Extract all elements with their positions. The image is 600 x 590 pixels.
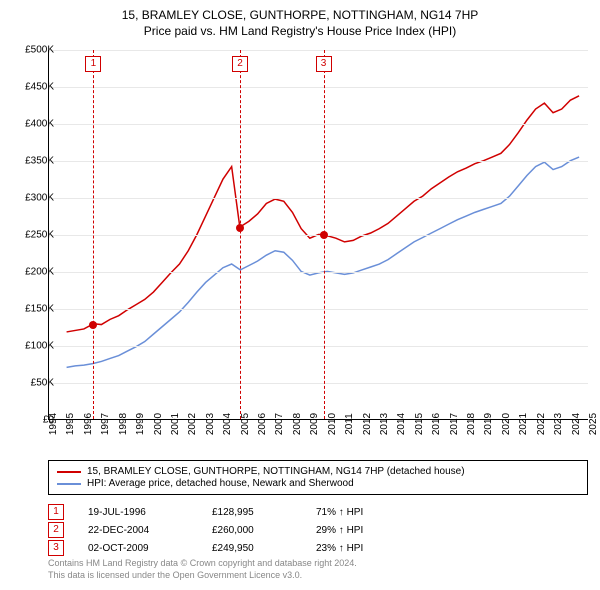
marker-dot: [320, 231, 328, 239]
footer-line1: Contains HM Land Registry data © Crown c…: [48, 558, 588, 570]
x-tick-label: 2000: [153, 413, 164, 435]
x-tick-label: 1996: [83, 413, 94, 435]
legend-item-hpi: HPI: Average price, detached house, Newa…: [57, 478, 579, 489]
marker-vline: [93, 50, 94, 419]
x-tick-label: 2016: [431, 413, 442, 435]
x-tick-label: 2008: [292, 413, 303, 435]
x-tick-label: 2001: [170, 413, 181, 435]
y-tick-label: £150K: [25, 304, 54, 315]
event-row: 3 02-OCT-2009 £249,950 23% ↑ HPI: [48, 540, 588, 556]
x-tick-label: 2018: [466, 413, 477, 435]
x-tick-label: 1997: [100, 413, 111, 435]
legend-swatch-property: [57, 471, 81, 473]
x-tick-label: 2020: [501, 413, 512, 435]
marker-dot: [236, 224, 244, 232]
y-tick-label: £500K: [25, 45, 54, 56]
chart-plot-area: 1 2 3: [48, 50, 588, 420]
event-pct: 23% ↑ HPI: [316, 543, 416, 554]
gridline: [49, 272, 588, 273]
x-tick-label: 2002: [187, 413, 198, 435]
y-tick-label: £400K: [25, 119, 54, 130]
x-tick-label: 2022: [536, 413, 547, 435]
x-tick-label: 2009: [309, 413, 320, 435]
x-tick-label: 2024: [571, 413, 582, 435]
x-tick-label: 2003: [205, 413, 216, 435]
event-number-box: 1: [48, 504, 64, 520]
footer-line2: This data is licensed under the Open Gov…: [48, 570, 588, 582]
y-tick-label: £100K: [25, 341, 54, 352]
event-row: 2 22-DEC-2004 £260,000 29% ↑ HPI: [48, 522, 588, 538]
event-date: 19-JUL-1996: [88, 507, 188, 518]
event-pct: 71% ↑ HPI: [316, 507, 416, 518]
y-tick-label: £200K: [25, 267, 54, 278]
x-tick-label: 2011: [344, 413, 355, 435]
legend-swatch-hpi: [57, 483, 81, 485]
x-tick-label: 2021: [518, 413, 529, 435]
footer-attribution: Contains HM Land Registry data © Crown c…: [48, 558, 588, 581]
x-tick-label: 2014: [396, 413, 407, 435]
marker-dot: [89, 321, 97, 329]
marker-number-box: 2: [232, 56, 248, 72]
x-tick-label: 2010: [327, 413, 338, 435]
x-tick-label: 2007: [274, 413, 285, 435]
x-tick-label: 2004: [222, 413, 233, 435]
x-tick-label: 1998: [118, 413, 129, 435]
gridline: [49, 383, 588, 384]
event-number-box: 2: [48, 522, 64, 538]
marker-number-box: 3: [316, 56, 332, 72]
legend-label-hpi: HPI: Average price, detached house, Newa…: [87, 478, 354, 489]
event-date: 02-OCT-2009: [88, 543, 188, 554]
legend-item-property: 15, BRAMLEY CLOSE, GUNTHORPE, NOTTINGHAM…: [57, 466, 579, 477]
events-table: 1 19-JUL-1996 £128,995 71% ↑ HPI 2 22-DEC-200…: [48, 502, 588, 558]
gridline: [49, 161, 588, 162]
event-number-box: 3: [48, 540, 64, 556]
x-tick-label: 2015: [414, 413, 425, 435]
gridline: [49, 198, 588, 199]
x-tick-label: 2006: [257, 413, 268, 435]
x-tick-label: 2005: [240, 413, 251, 435]
y-tick-label: £350K: [25, 156, 54, 167]
event-price: £128,995: [212, 507, 292, 518]
x-tick-label: 1999: [135, 413, 146, 435]
gridline: [49, 235, 588, 236]
title-line1: 15, BRAMLEY CLOSE, GUNTHORPE, NOTTINGHAM…: [0, 8, 600, 22]
event-date: 22-DEC-2004: [88, 525, 188, 536]
event-pct: 29% ↑ HPI: [316, 525, 416, 536]
event-price: £260,000: [212, 525, 292, 536]
y-tick-label: £250K: [25, 230, 54, 241]
gridline: [49, 309, 588, 310]
x-tick-label: 2013: [379, 413, 390, 435]
x-tick-label: 2017: [449, 413, 460, 435]
legend-box: 15, BRAMLEY CLOSE, GUNTHORPE, NOTTINGHAM…: [48, 460, 588, 495]
x-tick-label: 2012: [362, 413, 373, 435]
x-tick-label: 2019: [483, 413, 494, 435]
gridline: [49, 87, 588, 88]
title-line2: Price paid vs. HM Land Registry's House …: [0, 24, 600, 38]
gridline: [49, 346, 588, 347]
event-row: 1 19-JUL-1996 £128,995 71% ↑ HPI: [48, 504, 588, 520]
x-tick-label: 1995: [65, 413, 76, 435]
marker-vline: [240, 50, 241, 419]
x-tick-label: 1994: [48, 413, 59, 435]
chart-container: 15, BRAMLEY CLOSE, GUNTHORPE, NOTTINGHAM…: [0, 0, 600, 590]
gridline: [49, 50, 588, 51]
legend-label-property: 15, BRAMLEY CLOSE, GUNTHORPE, NOTTINGHAM…: [87, 466, 465, 477]
x-tick-label: 2023: [553, 413, 564, 435]
title-block: 15, BRAMLEY CLOSE, GUNTHORPE, NOTTINGHAM…: [0, 0, 600, 42]
y-tick-label: £50K: [31, 378, 54, 389]
x-tick-label: 2025: [588, 413, 599, 435]
y-tick-label: £450K: [25, 82, 54, 93]
gridline: [49, 124, 588, 125]
y-tick-label: £300K: [25, 193, 54, 204]
event-price: £249,950: [212, 543, 292, 554]
marker-number-box: 1: [85, 56, 101, 72]
